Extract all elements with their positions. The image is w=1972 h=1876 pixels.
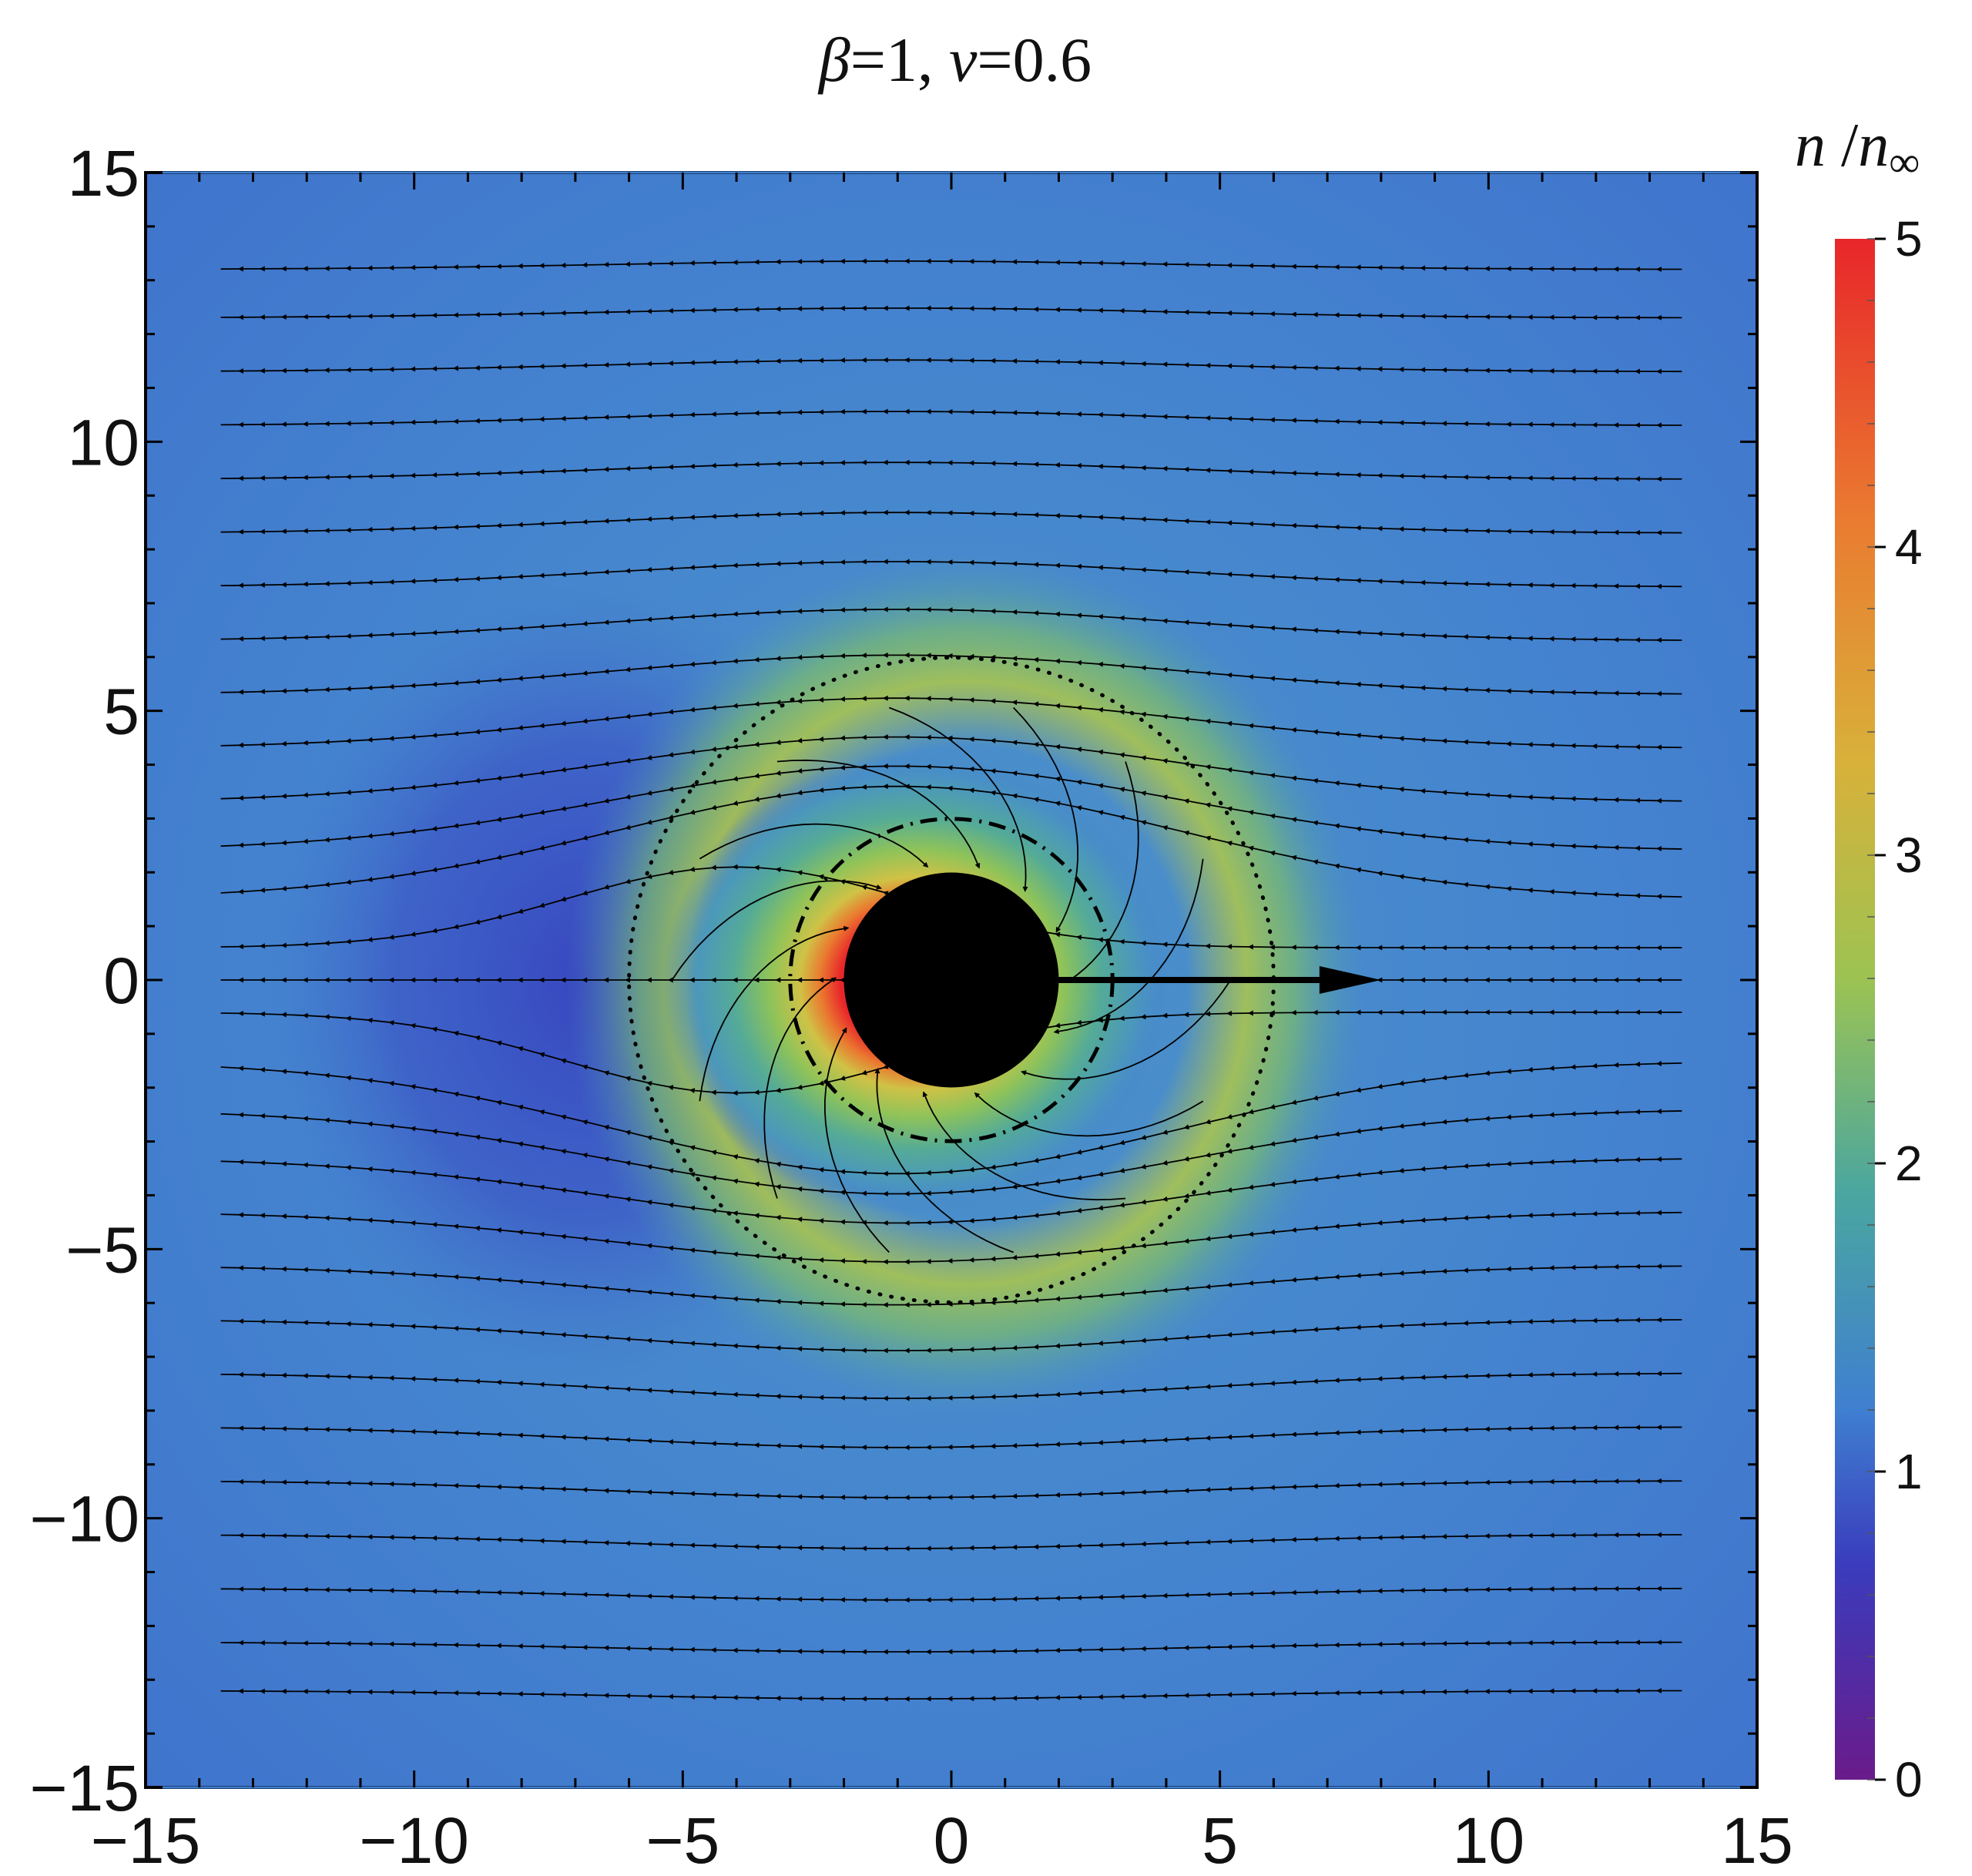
streamline [220, 1210, 1682, 1265]
colorbar-title-n: n [1795, 112, 1826, 180]
inflow-streamline [699, 925, 850, 1102]
x-tick-label: −15 [91, 1804, 201, 1876]
streamline [220, 1687, 1682, 1702]
streamline [220, 408, 1682, 428]
y-tick-label: −10 [30, 1483, 140, 1556]
streamline [220, 258, 1682, 273]
streamline [220, 1532, 1682, 1552]
x-tick-label: 0 [934, 1804, 970, 1876]
x-tick-label: −10 [359, 1804, 469, 1876]
y-tick-label: 5 [103, 676, 139, 748]
inflow-streamline [699, 823, 929, 868]
inflow-streamline [671, 880, 882, 981]
inflow-streamline [824, 1027, 890, 1253]
streamline [220, 305, 1682, 320]
colorbar-tick-label: 4 [1895, 519, 1923, 575]
y-tick-label: 10 [68, 406, 139, 478]
colorbar-tick-label: 5 [1895, 211, 1923, 267]
title-v: v [949, 25, 978, 95]
colorbar-title-ninf: n [1858, 112, 1889, 180]
colorbar-tick-label: 0 [1895, 1752, 1923, 1807]
x-tick-label: −5 [646, 1804, 719, 1876]
plot-area [146, 173, 1757, 1787]
colorbar-title-inf: ∞ [1889, 139, 1920, 186]
colorbar-tick-label: 2 [1895, 1136, 1923, 1191]
y-tick-label: −5 [65, 1213, 139, 1286]
title-beta: β [817, 25, 850, 95]
streamline [220, 1639, 1682, 1655]
y-tick-label: 0 [103, 945, 139, 1017]
velocity-arrow-head [1319, 966, 1381, 994]
streamline [220, 652, 1682, 696]
inflow-streamline [888, 706, 1028, 892]
black-hole [843, 872, 1059, 1088]
colorbar-title-slash: / [1826, 112, 1859, 180]
inflow-streamline [763, 977, 837, 1199]
velocity-arrow [1058, 966, 1381, 994]
colorbar-title: n /n∞ [1795, 112, 1920, 186]
x-tick-label: 5 [1202, 1804, 1238, 1876]
title-v-value: =0.6 [977, 25, 1092, 95]
streamline [220, 1586, 1682, 1603]
inflow-streamline [1065, 761, 1139, 983]
inflow-streamline [974, 1092, 1204, 1137]
y-tick-labels: 15 10 5 0 −5 −10 −15 [30, 137, 140, 1824]
x-tick-labels: −15 −10 −5 0 5 10 15 [91, 1804, 1793, 1876]
inflow-streamline [776, 759, 981, 869]
chart-title: β=1, v=0.6 [817, 25, 1092, 95]
axis-ticks [144, 171, 1759, 1789]
streamline [220, 357, 1682, 374]
streamline [220, 459, 1682, 482]
title-beta-value: =1, [850, 25, 949, 95]
y-tick-label: −15 [30, 1752, 140, 1824]
colorbar-ticks: 5 4 3 2 1 0 [1867, 211, 1923, 1807]
streamline [220, 509, 1682, 535]
y-tick-label: 15 [68, 137, 139, 210]
x-tick-label: 15 [1721, 1804, 1793, 1876]
streamlines [220, 258, 1682, 1702]
streamline [220, 1478, 1682, 1501]
colorbar-gradient [1835, 239, 1875, 1780]
inflow-streamline [922, 1091, 1126, 1201]
streamline [220, 1371, 1682, 1401]
inflow-streamline [874, 1068, 1015, 1253]
streamline [220, 606, 1682, 643]
inflow-streamline [1021, 979, 1232, 1080]
colorbar-tick-label: 1 [1895, 1444, 1923, 1499]
streamline [220, 559, 1682, 589]
streamline [220, 1425, 1682, 1451]
colorbar-tick-label: 3 [1895, 827, 1923, 883]
streamline [220, 1264, 1682, 1308]
streamline [220, 1317, 1682, 1354]
inflow-streamline [1013, 706, 1078, 933]
x-tick-label: 10 [1453, 1804, 1524, 1876]
